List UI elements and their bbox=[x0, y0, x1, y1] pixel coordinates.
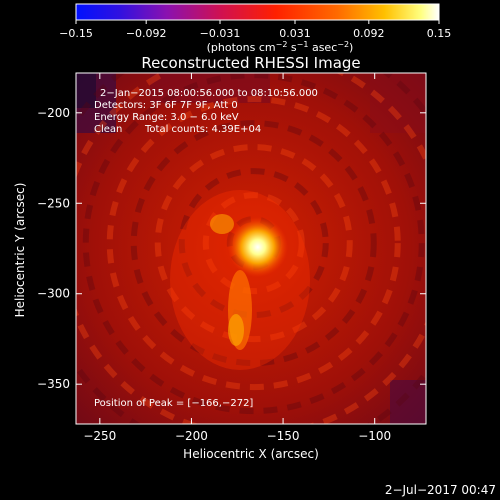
colorbar-tick-label: −0.15 bbox=[59, 27, 93, 40]
annotation-method: Clean bbox=[94, 124, 122, 135]
heatmap-image bbox=[76, 73, 426, 424]
y-tick-label: −300 bbox=[37, 287, 70, 301]
annotation-counts: Total counts: 4.39E+04 bbox=[144, 124, 261, 135]
y-axis-label: Heliocentric Y (arcsec) bbox=[13, 183, 27, 318]
colorbar-unit-label: (photons cm−2 s−1 asec−2) bbox=[207, 40, 354, 54]
annotation-time-range: 2−Jan−2015 08:00:56.000 to 08:10:56.000 bbox=[100, 88, 318, 99]
peak-source bbox=[227, 217, 288, 278]
y-axis-ticks: −200 −250 −300 −350 bbox=[37, 106, 426, 391]
colorbar-tick-label: 0.092 bbox=[353, 27, 385, 40]
colorbar-ticks: −0.15 −0.092 −0.031 0.031 0.092 0.15 bbox=[59, 20, 451, 40]
timestamp: 2−Jul−2017 00:47 bbox=[385, 483, 496, 497]
x-axis-ticks: −250 −200 −150 −100 bbox=[83, 73, 391, 443]
x-tick-label: −200 bbox=[175, 429, 208, 443]
x-axis-label: Heliocentric X (arcsec) bbox=[183, 447, 319, 461]
colorbar bbox=[75, 3, 440, 21]
annotation-detectors: Detectors: 3F 6F 7F 9F, Att 0 bbox=[94, 100, 238, 111]
x-tick-label: −250 bbox=[83, 429, 116, 443]
colorbar-tick-label: 0.031 bbox=[279, 27, 311, 40]
x-tick-label: −100 bbox=[358, 429, 391, 443]
colorbar-tick-label: −0.031 bbox=[200, 27, 241, 40]
chart-title: Reconstructed RHESSI Image bbox=[141, 54, 360, 72]
colorbar-tick-label: −0.092 bbox=[126, 27, 167, 40]
annotation-energy-range: Energy Range: 3.0 − 6.0 keV bbox=[94, 112, 239, 123]
annotation-peak: Position of Peak = [−166,−272] bbox=[94, 398, 253, 409]
x-tick-label: −150 bbox=[267, 429, 300, 443]
y-tick-label: −250 bbox=[37, 196, 70, 210]
y-tick-label: −200 bbox=[37, 106, 70, 120]
colorbar-tick-label: 0.15 bbox=[427, 27, 452, 40]
y-tick-label: −350 bbox=[37, 377, 70, 391]
plot-frame bbox=[75, 72, 427, 425]
